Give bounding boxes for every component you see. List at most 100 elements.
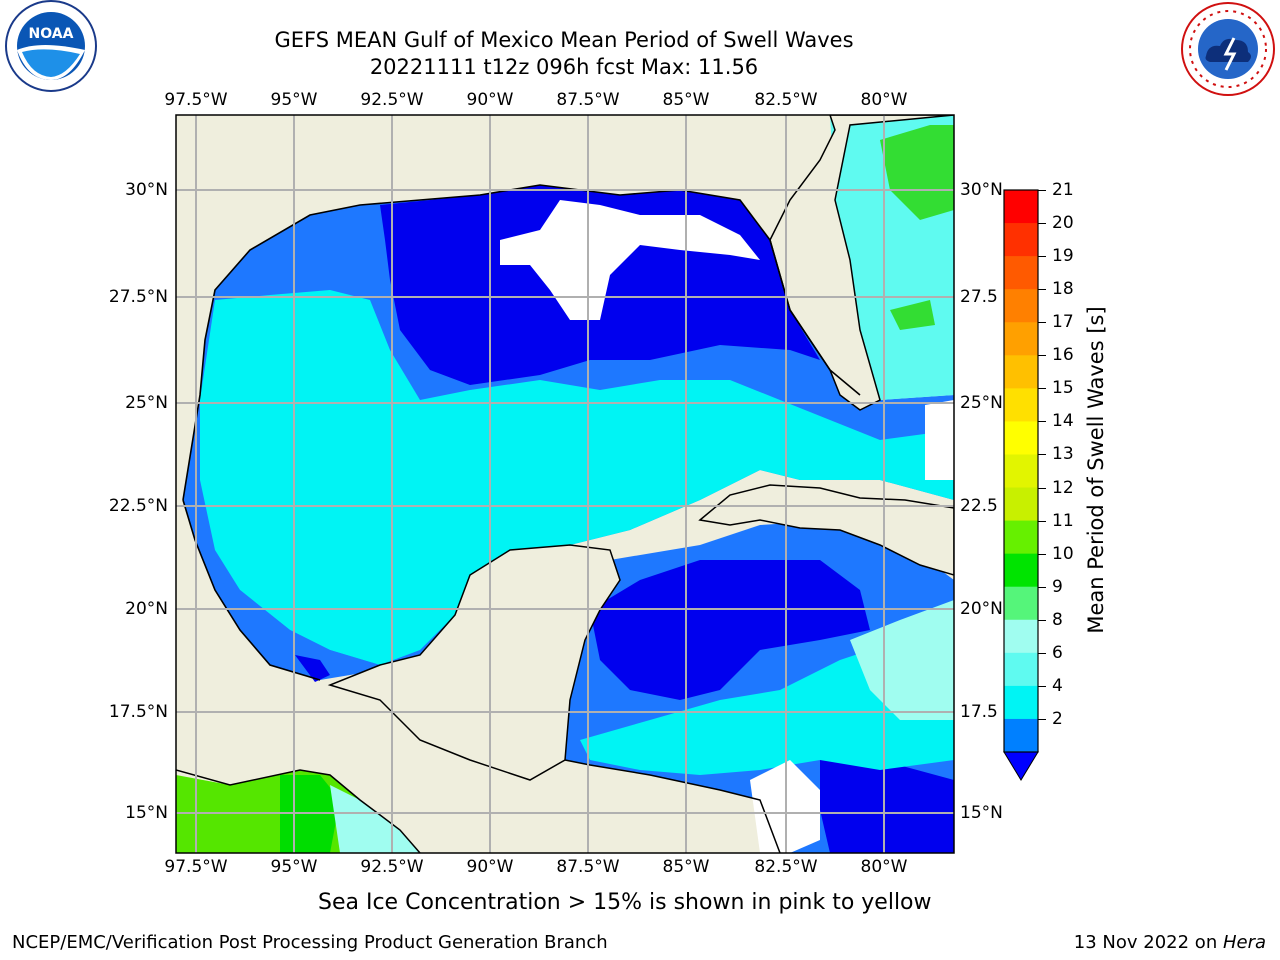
colorbar-tick-label: 13 xyxy=(1052,444,1074,465)
pacific-cyan xyxy=(330,785,420,853)
lon-label-top: 82.5°W xyxy=(754,90,818,110)
lon-label-top: 85°W xyxy=(662,90,710,110)
footer-credit: NCEP/EMC/Verification Post Processing Pr… xyxy=(12,932,608,953)
map-canvas xyxy=(176,115,954,853)
map-grid xyxy=(176,115,954,853)
colorbar-tick-label: 14 xyxy=(1052,411,1074,432)
colorbar-tick xyxy=(1038,619,1046,621)
lat-label-right: 30°N xyxy=(960,180,1003,200)
colorbar-segment xyxy=(1004,355,1038,389)
colorbar-tick-label: 8 xyxy=(1052,609,1063,630)
colorbar-segment xyxy=(1004,322,1038,356)
colorbar-label: Mean Period of Swell Waves [s] xyxy=(1084,306,1108,634)
colorbar-segment xyxy=(1004,520,1038,555)
colorbar-segment xyxy=(1004,718,1038,753)
central-cyan-band xyxy=(200,290,954,665)
lon-label-bottom: 87.5°W xyxy=(556,857,620,877)
map-title: GEFS MEAN Gulf of Mexico Mean Period of … xyxy=(274,28,854,52)
bahamas-white xyxy=(925,400,954,480)
colorbar-frame xyxy=(1003,189,1039,753)
lon-label-bottom: 90°W xyxy=(466,857,514,877)
colorbar-tick-label: 18 xyxy=(1052,279,1074,300)
footer-host: Hera xyxy=(1222,932,1266,953)
lon-label-bottom: 95°W xyxy=(270,857,318,877)
colorbar-tick xyxy=(1038,355,1046,357)
colorbar-segment xyxy=(1004,652,1038,687)
lat-label-left: 15°N xyxy=(125,803,168,823)
colorbar-tick-label: 15 xyxy=(1052,378,1074,399)
western-dark-patch xyxy=(295,655,330,682)
lat-label-left: 22.5°N xyxy=(108,496,168,516)
missing-data-north xyxy=(500,200,760,320)
colorbar-tick-label: 2 xyxy=(1052,708,1063,729)
lon-label-bottom: 97.5°W xyxy=(164,857,228,877)
colorbar-tick xyxy=(1038,421,1046,423)
caribbean-light xyxy=(850,600,954,720)
colorbar-tick xyxy=(1038,487,1046,489)
lon-label-bottom: 85°W xyxy=(662,857,710,877)
lat-label-left: 17.5°N xyxy=(108,702,168,722)
lon-label-top: 92.5°W xyxy=(360,90,424,110)
noaa-logo-text: NOAA xyxy=(29,26,74,42)
nws-logo xyxy=(1181,2,1275,96)
lon-label-bottom: 82.5°W xyxy=(754,857,818,877)
map-subtitle: 20221111 t12z 096h fcst Max: 11.56 xyxy=(369,55,759,79)
lat-label-right: 27.5 xyxy=(960,287,998,307)
colorbar xyxy=(1003,189,1039,781)
footer-date: 13 Nov 2022 on Hera xyxy=(1074,932,1266,953)
colorbar-segment xyxy=(1004,388,1038,422)
colorbar-tick xyxy=(1038,520,1046,522)
colorbar-tick-label: 4 xyxy=(1052,675,1063,696)
colorbar-tick xyxy=(1038,190,1046,191)
colorbar-tick-label: 6 xyxy=(1052,642,1063,663)
colorbar-segment xyxy=(1004,685,1038,720)
colorbar-tick xyxy=(1038,652,1046,654)
colorbar-extend-triangle xyxy=(1003,751,1039,781)
lat-label-right: 15°N xyxy=(960,803,1003,823)
colorbar-tick xyxy=(1038,718,1046,720)
caribbean-dark xyxy=(590,560,870,700)
colorbar-segment xyxy=(1004,421,1038,455)
colorbar-tick xyxy=(1038,256,1046,258)
lat-label-right: 22.5 xyxy=(960,496,998,516)
colorbar-tick-label: 11 xyxy=(1052,510,1074,531)
colorbar-segment xyxy=(1004,190,1038,224)
footer-date-text: 13 Nov 2022 on xyxy=(1073,932,1223,953)
colorbar-tick xyxy=(1038,322,1046,324)
lon-label-top: 97.5°W xyxy=(164,90,228,110)
colorbar-tick-label: 10 xyxy=(1052,543,1074,564)
lat-label-right: 25°N xyxy=(960,393,1003,413)
colorbar-segment xyxy=(1004,553,1038,588)
colorbar-tick-label: 9 xyxy=(1052,576,1063,597)
lon-label-top: 87.5°W xyxy=(556,90,620,110)
colorbar-segment xyxy=(1004,487,1038,522)
colorbar-tick xyxy=(1038,289,1046,291)
lon-label-bottom: 92.5°W xyxy=(360,857,424,877)
colorbar-tick xyxy=(1038,553,1046,555)
colorbar-tick xyxy=(1038,223,1046,225)
colorbar-tick-label: 12 xyxy=(1052,477,1074,498)
colorbar-segment xyxy=(1004,586,1038,621)
colorbar-segment xyxy=(1004,619,1038,654)
lat-label-left: 20°N xyxy=(125,599,168,619)
yucatan-land xyxy=(327,544,621,781)
colorbar-tick-label: 20 xyxy=(1052,213,1074,234)
colorbar-tick-label: 21 xyxy=(1052,180,1074,200)
lat-label-left: 30°N xyxy=(125,180,168,200)
colorbar-tick-label: 16 xyxy=(1052,345,1074,366)
lat-label-left: 27.5°N xyxy=(108,287,168,307)
caribbean-dark-south xyxy=(820,760,954,853)
lon-label-top: 90°W xyxy=(466,90,514,110)
lon-label-top: 80°W xyxy=(860,90,908,110)
map-frame xyxy=(175,114,955,854)
colorbar-segment xyxy=(1004,256,1038,290)
colorbar-tick-label: 17 xyxy=(1052,312,1074,333)
lon-label-bottom: 80°W xyxy=(860,857,908,877)
lat-label-left: 25°N xyxy=(125,393,168,413)
atlantic-green-small xyxy=(890,300,935,330)
florida-land xyxy=(769,115,954,411)
lon-label-top: 95°W xyxy=(270,90,318,110)
noaa-logo: NOAA xyxy=(5,0,97,92)
colorbar-segment xyxy=(1004,289,1038,323)
